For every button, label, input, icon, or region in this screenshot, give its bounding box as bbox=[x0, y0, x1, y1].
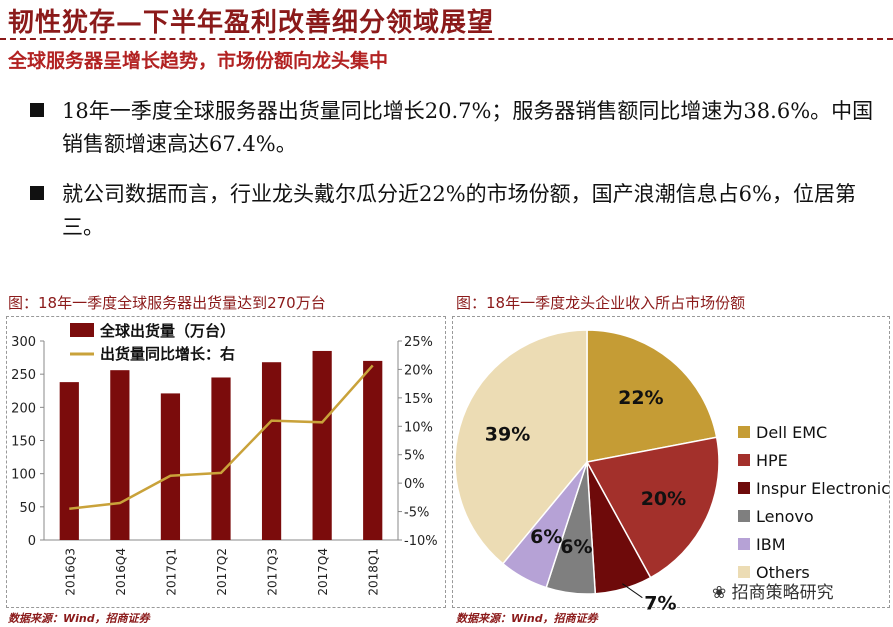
pie-data-label: 6% bbox=[530, 526, 562, 548]
bullet-point-2: 就公司数据而言，行业龙头戴尔瓜分近22%的市场份额，国产浪潮信息占6%，位居第三… bbox=[30, 178, 875, 244]
shipment-bar bbox=[211, 377, 231, 540]
x-tick-label: 2016Q3 bbox=[63, 548, 77, 596]
pie-data-label: 22% bbox=[618, 387, 663, 409]
x-tick-label: 2017Q2 bbox=[215, 548, 229, 596]
bullet-text: 就公司数据而言，行业龙头戴尔瓜分近22%的市场份额，国产浪潮信息占6%，位居第三… bbox=[62, 182, 856, 239]
pie-data-label: 6% bbox=[560, 536, 592, 558]
legend-bar-label: 全球出货量（万台） bbox=[99, 322, 235, 340]
x-tick-label: 2017Q3 bbox=[266, 548, 280, 596]
right-tick-label: -10% bbox=[404, 534, 438, 549]
left-chart-caption: 图：18年一季度全球服务器出货量达到270万台 bbox=[8, 294, 326, 312]
pie-leader-line bbox=[622, 583, 643, 599]
x-tick-label: 2018Q1 bbox=[367, 548, 381, 596]
left-tick-label: 100 bbox=[11, 468, 36, 483]
title-divider bbox=[0, 38, 893, 40]
x-tick-label: 2017Q1 bbox=[164, 548, 178, 596]
pie-data-label: 7% bbox=[644, 593, 676, 610]
bullet-square-icon bbox=[30, 186, 44, 200]
legend-label: IBM bbox=[756, 535, 786, 554]
legend-label: Dell EMC bbox=[756, 423, 827, 442]
legend-label: Lenovo bbox=[756, 507, 814, 526]
shipment-bar bbox=[261, 362, 282, 540]
left-tick-label: 150 bbox=[11, 435, 36, 450]
legend-label: HPE bbox=[756, 451, 788, 470]
legend-swatch bbox=[738, 454, 750, 466]
legend-swatch bbox=[738, 538, 750, 550]
left-tick-label: 50 bbox=[19, 501, 36, 516]
legend-line-label: 出货量同比增长：右 bbox=[100, 345, 235, 363]
legend-label: Inspur Electronic bbox=[756, 479, 890, 498]
left-tick-label: 200 bbox=[11, 401, 36, 416]
bullet-point-1: 18年一季度全球服务器出货量同比增长20.7%；服务器销售额同比增速为38.6%… bbox=[30, 95, 875, 161]
left-source-note: 数据来源：Wind，招商证券 bbox=[8, 612, 150, 625]
watermark-text: 招商策略研究 bbox=[731, 583, 834, 603]
shipment-bar bbox=[312, 350, 332, 540]
page-title: 韧性犹存—下半年盈利改善细分领域展望 bbox=[8, 8, 495, 38]
shipment-bar bbox=[110, 370, 130, 540]
pie-slice bbox=[585, 436, 720, 579]
shipment-bar bbox=[160, 393, 181, 540]
growth-line bbox=[69, 364, 374, 510]
left-tick-label: 300 bbox=[11, 335, 36, 350]
right-tick-label: 5% bbox=[404, 449, 425, 464]
right-tick-label: 0% bbox=[404, 477, 425, 492]
right-tick-label: -5% bbox=[404, 506, 429, 521]
pie-slice bbox=[454, 329, 588, 565]
pie-slice bbox=[586, 329, 718, 463]
market-share-pie-chart: 22% 20% 7% 6%6% 39% Dell EMC HPE Inspur Electro… bbox=[454, 329, 890, 610]
legend-bar-swatch bbox=[70, 323, 94, 337]
right-tick-label: 15% bbox=[404, 392, 433, 407]
left-tick-label: 250 bbox=[11, 368, 36, 383]
shipment-bar-line-chart: 0 50 100 150 200 250 300 -10% -5% 0% 5% 10% 15% 20% 25… bbox=[11, 322, 438, 596]
left-chart-frame bbox=[6, 316, 446, 608]
legend-swatch bbox=[738, 510, 750, 522]
x-tick-label: 2017Q4 bbox=[316, 548, 330, 596]
right-tick-label: 20% bbox=[404, 363, 433, 378]
wechat-icon: ❀ bbox=[712, 583, 727, 603]
pie-data-label: 39% bbox=[485, 423, 530, 445]
x-tick-label: 2016Q4 bbox=[114, 548, 128, 596]
legend-swatch bbox=[738, 566, 750, 578]
left-tick-label: 0 bbox=[28, 534, 36, 549]
legend-swatch bbox=[738, 426, 750, 438]
pie-data-label: 20% bbox=[641, 488, 686, 510]
page-subtitle: 全球服务器呈增长趋势，市场份额向龙头集中 bbox=[8, 50, 389, 72]
bullet-square-icon bbox=[30, 103, 44, 117]
shipment-bar bbox=[59, 382, 79, 540]
watermark: ❀ 招商策略研究 bbox=[712, 578, 834, 603]
right-tick-label: 25% bbox=[404, 335, 433, 350]
legend-label: Others bbox=[756, 563, 810, 582]
right-tick-label: 10% bbox=[404, 420, 433, 435]
right-chart-frame bbox=[452, 316, 890, 608]
right-source-note: 数据来源：Wind，招商证券 bbox=[456, 612, 598, 625]
shipment-bar bbox=[363, 360, 383, 540]
bullet-text: 18年一季度全球服务器出货量同比增长20.7%；服务器销售额同比增速为38.6%… bbox=[62, 99, 874, 156]
right-chart-caption: 图：18年一季度龙头企业收入所占市场份额 bbox=[456, 294, 746, 312]
legend-swatch bbox=[738, 482, 750, 494]
